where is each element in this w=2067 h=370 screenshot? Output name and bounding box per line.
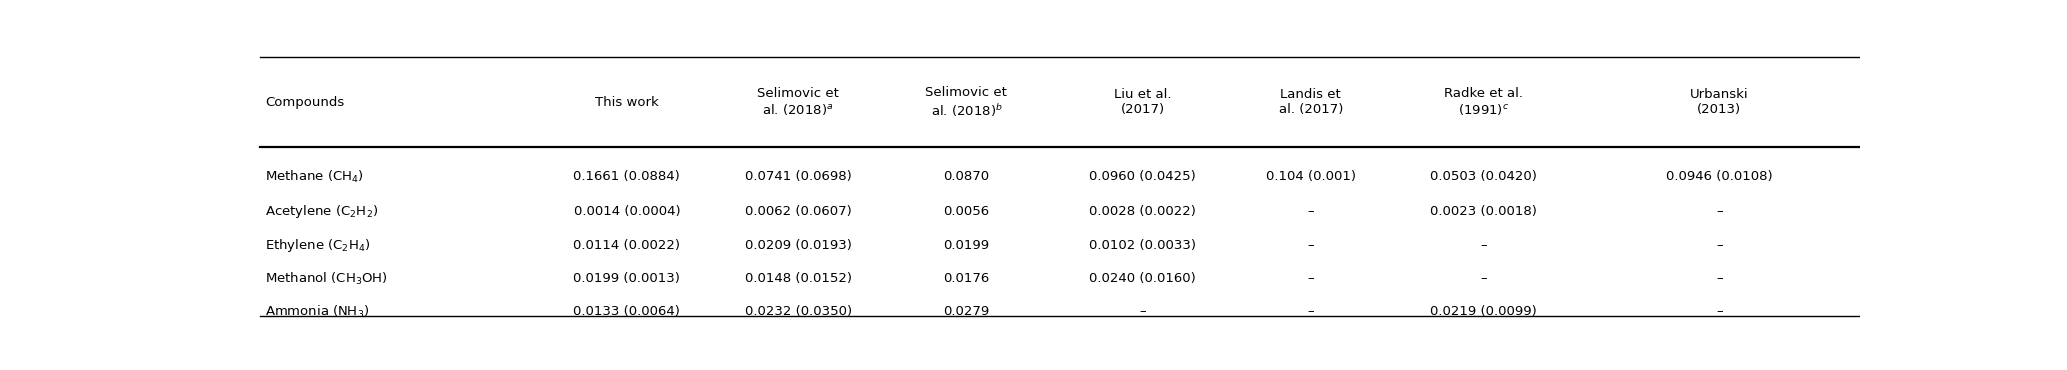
Text: 0.1661 (0.0884): 0.1661 (0.0884): [573, 170, 680, 184]
Text: –: –: [1139, 305, 1145, 318]
Text: 0.0279: 0.0279: [943, 305, 990, 318]
Text: 0.0946 (0.0108): 0.0946 (0.0108): [1666, 170, 1773, 184]
Text: 0.0062 (0.0607): 0.0062 (0.0607): [744, 205, 852, 218]
Text: 0.0056: 0.0056: [943, 205, 990, 218]
Text: This work: This work: [595, 96, 659, 109]
Text: –: –: [1716, 239, 1722, 252]
Text: 0.0133 (0.0064): 0.0133 (0.0064): [573, 305, 680, 318]
Text: 0.0023 (0.0018): 0.0023 (0.0018): [1430, 205, 1538, 218]
Text: –: –: [1480, 272, 1486, 285]
Text: 0.0014 (0.0004): 0.0014 (0.0004): [573, 205, 680, 218]
Text: –: –: [1716, 305, 1722, 318]
Text: Selimovic et
al. (2018)$^a$: Selimovic et al. (2018)$^a$: [757, 87, 839, 117]
Text: –: –: [1480, 239, 1486, 252]
Text: 0.0199 (0.0013): 0.0199 (0.0013): [573, 272, 680, 285]
Text: 0.0240 (0.0160): 0.0240 (0.0160): [1089, 272, 1197, 285]
Text: –: –: [1716, 272, 1722, 285]
Text: –: –: [1308, 205, 1315, 218]
Text: –: –: [1716, 205, 1722, 218]
Text: 0.0199: 0.0199: [943, 239, 990, 252]
Text: 0.0028 (0.0022): 0.0028 (0.0022): [1089, 205, 1197, 218]
Text: 0.0102 (0.0033): 0.0102 (0.0033): [1089, 239, 1197, 252]
Text: 0.0870: 0.0870: [943, 170, 990, 184]
Text: Acetylene (C$_2$H$_2$): Acetylene (C$_2$H$_2$): [265, 202, 378, 219]
Text: Selimovic et
al. (2018)$^b$: Selimovic et al. (2018)$^b$: [926, 86, 1007, 118]
Text: 0.0176: 0.0176: [943, 272, 990, 285]
Text: Methanol (CH$_3$OH): Methanol (CH$_3$OH): [265, 270, 389, 287]
Text: Liu et al.
(2017): Liu et al. (2017): [1114, 88, 1172, 116]
Text: Compounds: Compounds: [265, 96, 343, 109]
Text: 0.0960 (0.0425): 0.0960 (0.0425): [1089, 170, 1197, 184]
Text: 0.0209 (0.0193): 0.0209 (0.0193): [744, 239, 852, 252]
Text: Methane (CH$_4$): Methane (CH$_4$): [265, 169, 364, 185]
Text: 0.0503 (0.0420): 0.0503 (0.0420): [1430, 170, 1538, 184]
Text: –: –: [1308, 305, 1315, 318]
Text: Radke et al.
(1991)$^c$: Radke et al. (1991)$^c$: [1445, 87, 1523, 117]
Text: –: –: [1308, 272, 1315, 285]
Text: 0.0219 (0.0099): 0.0219 (0.0099): [1430, 305, 1538, 318]
Text: Ethylene (C$_2$H$_4$): Ethylene (C$_2$H$_4$): [265, 237, 370, 254]
Text: –: –: [1308, 239, 1315, 252]
Text: 0.0741 (0.0698): 0.0741 (0.0698): [744, 170, 852, 184]
Text: 0.0148 (0.0152): 0.0148 (0.0152): [744, 272, 852, 285]
Text: 0.104 (0.001): 0.104 (0.001): [1265, 170, 1356, 184]
Text: Ammonia (NH$_3$): Ammonia (NH$_3$): [265, 304, 370, 320]
Text: 0.0232 (0.0350): 0.0232 (0.0350): [744, 305, 852, 318]
Text: Urbanski
(2013): Urbanski (2013): [1691, 88, 1749, 116]
Text: 0.0114 (0.0022): 0.0114 (0.0022): [573, 239, 680, 252]
Text: Landis et
al. (2017): Landis et al. (2017): [1279, 88, 1344, 116]
